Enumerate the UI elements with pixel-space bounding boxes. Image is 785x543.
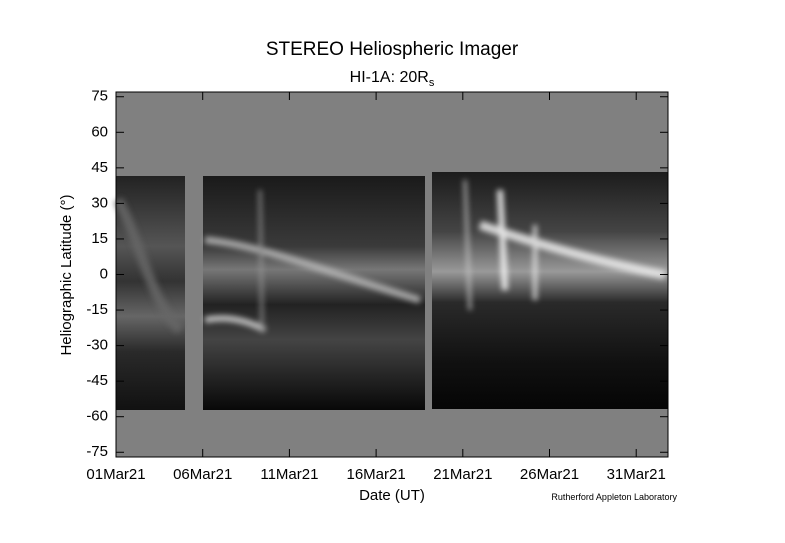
y-tick-label: -15 [86,301,108,318]
y-tick-label: 30 [91,194,108,211]
y-axis-label: Heliographic Latitude (°) [58,194,75,355]
x-tick-label: 11Mar21 [260,466,318,483]
y-tick-label: -75 [86,443,108,460]
image-panel [432,172,668,409]
subtitle-subscript: s [429,77,435,89]
x-tick-label: 06Mar21 [173,466,232,483]
y-tick-label: 45 [91,159,108,176]
y-tick-label: 75 [91,88,108,105]
x-tick-label: 26Mar21 [520,466,579,483]
x-tick-label: 16Mar21 [347,466,406,483]
y-tick-label: -60 [86,408,108,425]
y-tick-label: 60 [91,123,108,140]
y-tick-label: 15 [91,230,108,247]
x-tick-label: 21Mar21 [433,466,492,483]
subtitle-text: HI-1A: 20R [350,69,429,86]
chart-title: STEREO Heliospheric Imager [266,39,519,60]
y-tick-label: -30 [86,337,108,354]
credit: Rutherford Appleton Laboratory [551,492,677,502]
image-panels [113,172,668,410]
x-axis-label: Date (UT) [359,487,425,504]
chart-subtitle: HI-1A: 20Rs [350,69,435,89]
y-tick-label: -45 [86,372,108,389]
x-tick-label: 01Mar21 [86,466,145,483]
y-tick-label: 0 [100,265,108,282]
x-tick-label: 31Mar21 [607,466,666,483]
image-features [113,179,666,334]
